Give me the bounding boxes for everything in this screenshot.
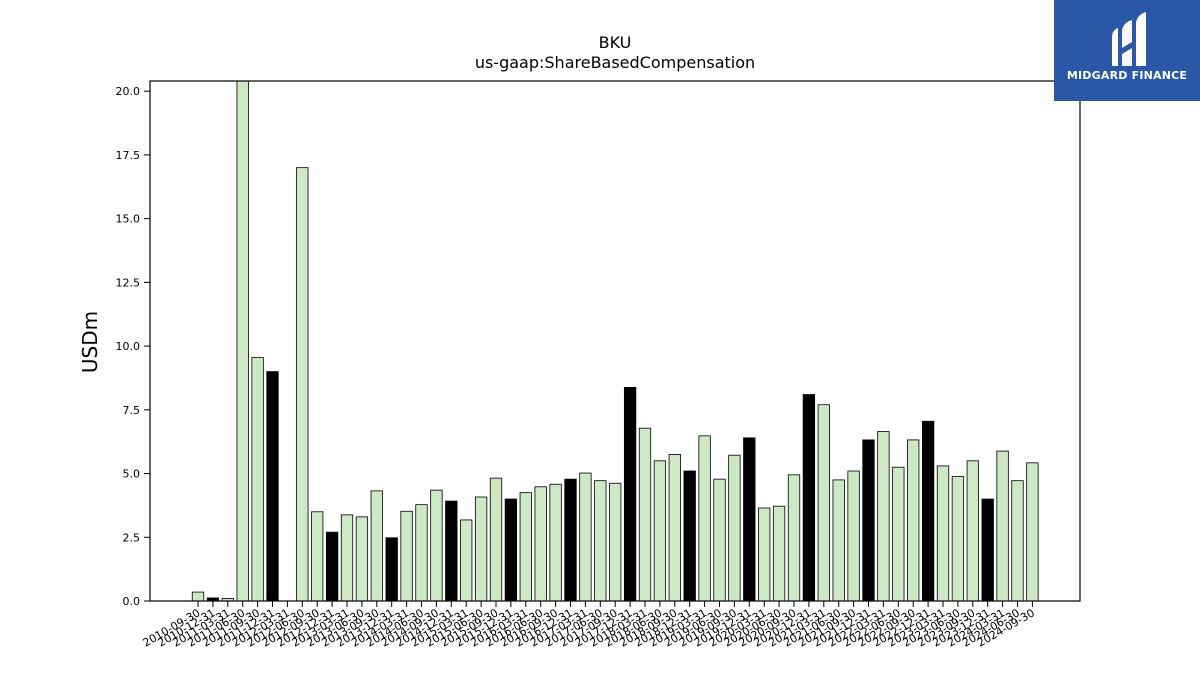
bar-2015-12-31 [504, 498, 518, 602]
brand-logo: MIDGARD FINANCE [1054, 0, 1200, 101]
bar-2018-09-30 [668, 454, 681, 602]
bar-2020-03-31 [758, 507, 771, 602]
bar-2012-06-30 [296, 167, 309, 602]
bar-2017-03-31 [579, 472, 592, 602]
bar-2017-12-31 [623, 386, 637, 602]
y-tick-label: 2.5 [123, 531, 141, 544]
bar-2020-06-30 [772, 505, 786, 602]
y-tick-label: 5.0 [123, 468, 141, 481]
bar-2016-03-31 [519, 492, 532, 602]
bar-2024-03-31 [996, 450, 1009, 602]
chart-subtitle: us-gaap:ShareBasedCompensation [475, 53, 755, 72]
midgard-logo-icon [1112, 12, 1146, 66]
bar-2018-03-31 [638, 427, 652, 602]
y-tick-label: 15.0 [116, 213, 141, 226]
bar-2022-03-31 [877, 431, 890, 602]
bar-2022-12-31 [921, 420, 935, 602]
bar-2014-12-31 [445, 500, 458, 602]
y-ticks-group: 0.0 2.5 5.0 7.5 10.0 12.5 15.0 17.5 20.0 [116, 85, 150, 608]
bar-2013-09-30 [370, 490, 383, 602]
x-ticks-group: 2010-09-302010-12-312011-03-312011-06-30… [141, 601, 1037, 650]
bar-2020-09-30 [787, 474, 801, 602]
bar-2022-09-30 [907, 439, 920, 602]
bar-2010-09-30 [191, 591, 205, 602]
logo-text: MIDGARD FINANCE [1066, 69, 1188, 82]
bar-2019-09-30 [728, 454, 741, 602]
bar-2012-09-30 [311, 511, 324, 602]
bar-2021-06-30 [832, 479, 845, 602]
bar-2023-03-31 [936, 465, 950, 602]
bar-2011-09-30 [251, 357, 264, 602]
bar-2016-06-30 [534, 486, 547, 602]
y-tick-label: 7.5 [123, 404, 141, 417]
y-tick-label: 12.5 [116, 276, 141, 289]
bar-2024-06-30 [1011, 480, 1024, 602]
bar-2013-03-31 [340, 514, 354, 602]
bars-group [191, 80, 1039, 602]
bar-2020-12-31 [802, 394, 816, 602]
bar-2022-06-30 [892, 466, 905, 602]
bar-2014-06-30 [415, 504, 428, 602]
bar-2021-03-31 [817, 404, 830, 602]
chart-title: BKU [599, 33, 632, 52]
bar-2013-06-30 [355, 516, 369, 602]
y-axis-label: USDm [78, 311, 102, 373]
bar-2018-12-31 [683, 470, 696, 602]
bar-2017-09-30 [609, 482, 622, 602]
y-tick-label: 17.5 [116, 149, 141, 162]
bar-2023-06-30 [951, 476, 965, 602]
bar-2011-06-30 [236, 80, 249, 602]
bar-2021-09-30 [847, 470, 860, 602]
bar-2019-12-31 [743, 437, 756, 602]
bar-2014-09-30 [430, 489, 443, 602]
y-tick-label: 20.0 [116, 85, 141, 98]
bar-2016-09-30 [549, 483, 562, 602]
bar-2017-06-30 [594, 480, 607, 602]
bar-2019-06-30 [713, 478, 726, 602]
bar-2011-12-31 [266, 371, 279, 602]
bar-2024-09-30 [1026, 462, 1039, 602]
bar-2023-12-31 [981, 498, 994, 602]
bar-2015-09-30 [489, 477, 503, 602]
bar-2015-03-31 [460, 519, 473, 602]
bar-2018-06-30 [653, 460, 667, 602]
bar-2021-12-31 [862, 439, 875, 602]
bar-2019-03-31 [698, 435, 711, 602]
y-tick-label: 0.0 [123, 595, 141, 608]
bar-2013-12-31 [385, 537, 398, 602]
y-tick-label: 10.0 [116, 340, 141, 353]
bar-2023-09-30 [966, 460, 979, 602]
plot-frame [149, 80, 1081, 602]
bar-2016-12-31 [564, 478, 577, 602]
bar-2012-12-31 [325, 531, 339, 602]
bar-2014-03-31 [400, 510, 413, 602]
bar-2015-06-30 [474, 496, 488, 602]
